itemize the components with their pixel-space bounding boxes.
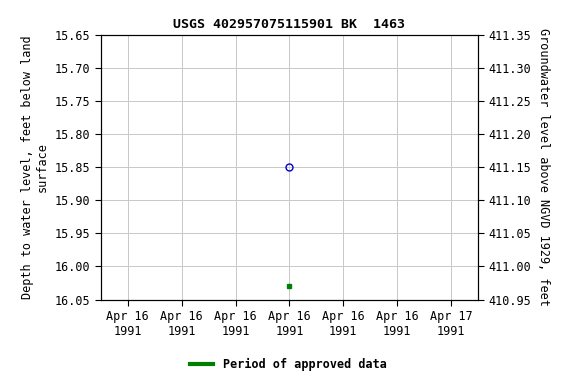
- Y-axis label: Groundwater level above NGVD 1929, feet: Groundwater level above NGVD 1929, feet: [537, 28, 550, 306]
- Y-axis label: Depth to water level, feet below land
surface: Depth to water level, feet below land su…: [21, 35, 49, 299]
- Title: USGS 402957075115901 BK  1463: USGS 402957075115901 BK 1463: [173, 18, 406, 31]
- Legend: Period of approved data: Period of approved data: [185, 354, 391, 376]
